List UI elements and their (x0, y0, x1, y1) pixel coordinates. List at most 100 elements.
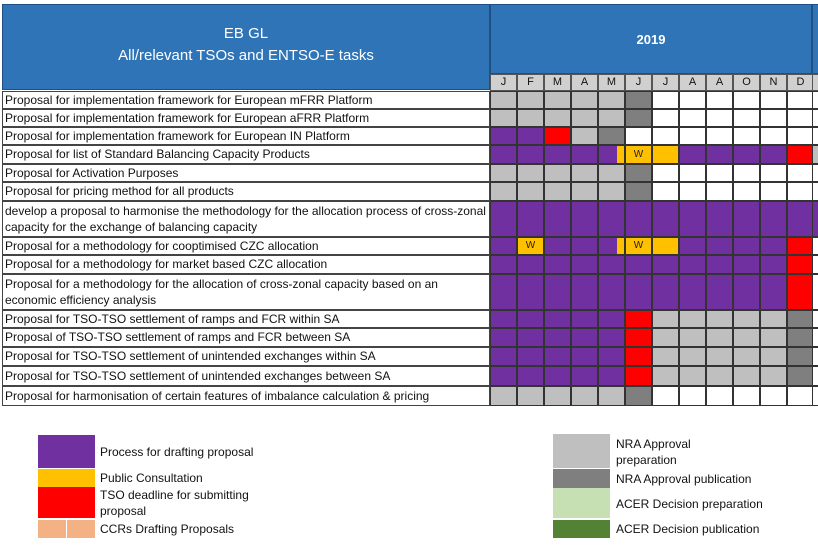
timeline-cell (517, 182, 544, 201)
task-label: Proposal for pricing method for all prod… (2, 182, 490, 201)
timeline-cell (760, 201, 787, 237)
tasks-header: EB GL All/relevant TSOs and ENTSO-E task… (2, 4, 490, 90)
month-header: O (733, 74, 760, 91)
timeline-cell (679, 127, 706, 145)
timeline-cell (625, 386, 652, 406)
timeline-cell (706, 91, 733, 109)
timeline-cell (517, 91, 544, 109)
timeline-cell (625, 164, 652, 182)
timeline-cell (733, 255, 760, 274)
next-year-cell (812, 347, 818, 366)
timeline-cell (787, 182, 814, 201)
timeline-cell (571, 347, 598, 366)
timeline-cell (733, 182, 760, 201)
timeline-cell (652, 386, 679, 406)
timeline-cell (544, 237, 571, 255)
timeline-cell (760, 145, 787, 164)
timeline-cell (625, 201, 652, 237)
timeline-cell (625, 310, 652, 328)
timeline-cell (679, 164, 706, 182)
month-header-next (812, 74, 818, 91)
timeline-cell (598, 310, 625, 328)
year-label: 2019 (636, 32, 666, 47)
timeline-cell (679, 145, 706, 164)
month-header: D (787, 74, 814, 91)
next-year-cell (812, 145, 818, 164)
timeline-cell (787, 237, 814, 255)
timeline-cell (517, 366, 544, 386)
timeline-cell (490, 274, 517, 310)
timeline-cell (571, 91, 598, 109)
month-header: F (517, 74, 544, 91)
timeline-cell (598, 201, 625, 237)
timeline-cell (706, 237, 733, 255)
legend-ccr-swatch-right (67, 520, 95, 538)
timeline-cell: W (625, 237, 652, 255)
timeline-cell (787, 201, 814, 237)
timeline-cell (733, 109, 760, 127)
timeline-cell (733, 347, 760, 366)
month-header: A (706, 74, 733, 91)
timeline-cell (517, 164, 544, 182)
timeline-cell (490, 328, 517, 347)
timeline-cell (598, 274, 625, 310)
legend-acer-pub-swatch (553, 520, 610, 538)
timeline-cell (571, 310, 598, 328)
timeline-cell (760, 347, 787, 366)
legend-consultation-label: Public Consultation (100, 471, 203, 485)
timeline-cell (598, 164, 625, 182)
timeline-cell (760, 328, 787, 347)
legend-ccr-swatch-left (38, 520, 66, 538)
next-year-cell (812, 109, 818, 127)
legend-drafting-swatch (38, 435, 95, 468)
timeline-cell (679, 182, 706, 201)
task-label: Proposal for implementation framework fo… (2, 109, 490, 127)
timeline-cell (652, 91, 679, 109)
timeline-cell (733, 328, 760, 347)
month-header: J (625, 74, 652, 91)
timeline-cell (652, 164, 679, 182)
timeline-cell (490, 145, 517, 164)
timeline-cell (544, 366, 571, 386)
next-year-cell (812, 386, 818, 406)
timeline-cell (571, 182, 598, 201)
timeline-cell (652, 109, 679, 127)
month-header: N (760, 74, 787, 91)
next-year-cell (812, 127, 818, 145)
timeline-cell (598, 255, 625, 274)
timeline-cell (544, 109, 571, 127)
timeline-cell (706, 274, 733, 310)
timeline-cell (652, 201, 679, 237)
task-label: Proposal for a methodology for the alloc… (2, 274, 490, 310)
task-label: Proposal for a methodology for market ba… (2, 255, 490, 274)
timeline-cell (787, 255, 814, 274)
month-header: A (571, 74, 598, 91)
task-label: Proposal for list of Standard Balancing … (2, 145, 490, 164)
timeline-cell (787, 145, 814, 164)
timeline-cell (733, 164, 760, 182)
timeline-cell (787, 366, 814, 386)
legend-nra-pub-label: NRA Approval publication (616, 472, 752, 486)
timeline-cell (760, 91, 787, 109)
timeline-cell (706, 145, 733, 164)
legend-drafting-label: Process for drafting proposal (100, 445, 254, 459)
next-year-cell (812, 91, 818, 109)
legend-deadline-label: TSO deadline for submitting proposal (100, 488, 249, 518)
timeline-cell (787, 347, 814, 366)
task-label: Proposal for a methodology for cooptimis… (2, 237, 490, 255)
timeline-cell (733, 386, 760, 406)
timeline-cell (544, 274, 571, 310)
timeline-cell: W (517, 237, 544, 255)
timeline-cell (571, 386, 598, 406)
timeline-cell (679, 274, 706, 310)
timeline-cell (760, 274, 787, 310)
timeline-cell (517, 255, 544, 274)
timeline-cell (787, 164, 814, 182)
timeline-cell (760, 109, 787, 127)
timeline-cell (625, 255, 652, 274)
timeline-cell (679, 328, 706, 347)
timeline-cell (652, 145, 679, 164)
task-label: Proposal for TSO-TSO settlement of unint… (2, 347, 490, 366)
next-year-cell (812, 255, 818, 274)
timeline-cell (544, 201, 571, 237)
